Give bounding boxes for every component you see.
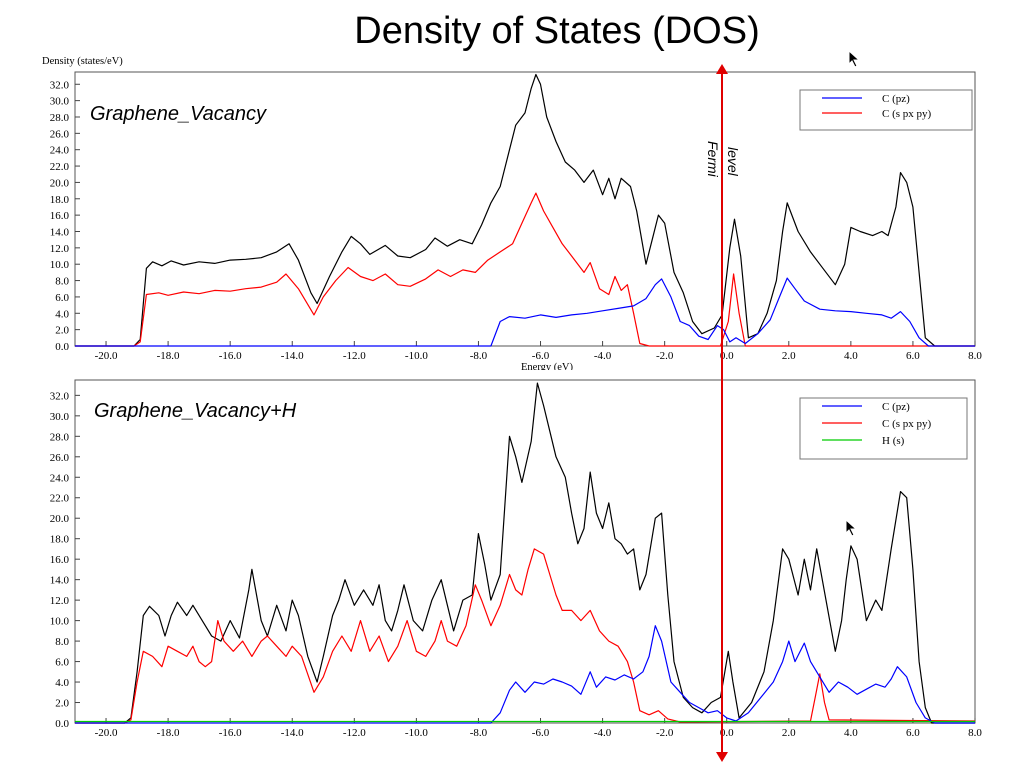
x-tick-label-bottom-11: 2.0 <box>782 727 796 739</box>
x-tick-label-top-13: 6.0 <box>906 350 920 362</box>
fermi-label-line1: Fermi <box>705 141 721 177</box>
y-tick-label-bottom-16: 32.0 <box>50 390 70 402</box>
fermi-arrow-up-icon <box>716 64 728 74</box>
legend-label-hs-bottom: H (s) <box>882 435 905 447</box>
x-tick-label-bottom-1: -18.0 <box>157 727 180 739</box>
y-tick-label-bottom-10: 20.0 <box>50 513 70 525</box>
slide-title: Density of States (DOS) <box>354 10 760 52</box>
panel-label-bottom: Graphene_Vacancy+H <box>94 400 297 422</box>
x-tick-label-bottom-9: -2.0 <box>656 727 674 739</box>
x-tick-label-top-3: -14.0 <box>281 350 304 362</box>
y-tick-label-top-12: 24.0 <box>50 145 70 157</box>
legend-label-spxpy-top: C (s px py) <box>882 108 932 120</box>
x-tick-label-top-1: -18.0 <box>157 350 180 362</box>
x-tick-label-top-9: -2.0 <box>656 350 674 362</box>
legend-label-pz-bottom: C (pz) <box>882 401 910 413</box>
y-tick-label-top-16: 32.0 <box>50 79 70 91</box>
y-tick-label-bottom-6: 12.0 <box>50 595 70 607</box>
y-tick-label-bottom-1: 2.0 <box>55 698 69 710</box>
y-tick-label-top-15: 30.0 <box>50 96 70 108</box>
x-tick-label-bottom-10: 0.0 <box>720 727 734 739</box>
x-tick-label-bottom-7: -6.0 <box>532 727 550 739</box>
fermi-arrow-down-icon <box>716 752 728 762</box>
x-tick-label-top-8: -4.0 <box>594 350 612 362</box>
y-tick-label-bottom-9: 18.0 <box>50 534 70 546</box>
series-line-pz-bottom <box>75 625 975 724</box>
y-tick-label-bottom-4: 8.0 <box>55 636 69 648</box>
y-tick-label-top-13: 26.0 <box>50 128 70 140</box>
y-tick-label-top-2: 4.0 <box>55 308 69 320</box>
x-tick-label-bottom-2: -16.0 <box>219 727 242 739</box>
y-tick-label-top-7: 14.0 <box>50 226 70 238</box>
x-tick-label-bottom-13: 6.0 <box>906 727 920 739</box>
x-tick-label-top-5: -10.0 <box>405 350 428 362</box>
y-axis-title-top: Density (states/eV) <box>42 56 123 67</box>
series-line-spxpy-top <box>75 192 975 347</box>
x-tick-label-top-12: 4.0 <box>844 350 858 362</box>
y-tick-label-top-5: 10.0 <box>50 259 70 271</box>
y-tick-label-top-3: 6.0 <box>55 292 69 304</box>
x-axis-title-top: Energy (eV) <box>521 362 573 370</box>
dos-chart-graphene-vacancy: 0.0 2.0 4.0 6.0 8.0 10.0 12.0 14.0 16.0 18.0 20.0 2… <box>42 56 982 370</box>
y-tick-label-top-11: 22.0 <box>50 161 70 173</box>
y-tick-label-bottom-2: 4.0 <box>55 677 69 689</box>
x-tick-label-bottom-6: -8.0 <box>470 727 488 739</box>
plot-frame-top <box>74 71 976 347</box>
x-tick-label-top-2: -16.0 <box>219 350 242 362</box>
y-tick-label-top-9: 18.0 <box>50 194 70 206</box>
y-tick-label-bottom-14: 28.0 <box>50 431 70 443</box>
y-tick-label-bottom-11: 22.0 <box>50 493 70 505</box>
x-tick-label-bottom-0: -20.0 <box>95 727 118 739</box>
y-tick-label-top-1: 2.0 <box>55 325 69 337</box>
y-tick-label-bottom-7: 14.0 <box>50 575 70 587</box>
x-tick-label-top-6: -8.0 <box>470 350 488 362</box>
panel-label-top: Graphene_Vacancy <box>90 103 267 125</box>
x-tick-label-top-10: 0.0 <box>720 350 734 362</box>
y-tick-label-bottom-5: 10.0 <box>50 616 70 628</box>
mouse-pointer-icon <box>848 50 861 68</box>
legend-box-bottom <box>799 397 968 460</box>
series-line-pz-top <box>75 277 975 347</box>
y-tick-label-top-8: 16.0 <box>50 210 70 222</box>
y-tick-label-bottom-15: 30.0 <box>50 411 70 423</box>
series-line-total-top <box>75 73 975 347</box>
x-tick-label-bottom-3: -14.0 <box>281 727 304 739</box>
y-tick-label-top-10: 20.0 <box>50 177 70 189</box>
legend-label-spxpy-bottom: C (s px py) <box>882 418 932 430</box>
fermi-label-line2: level <box>725 147 741 176</box>
mouse-pointer-icon-2 <box>845 519 858 537</box>
x-tick-label-top-4: -12.0 <box>343 350 366 362</box>
fermi-level-line <box>721 67 723 757</box>
legend-label-pz-top: C (pz) <box>882 93 910 105</box>
y-tick-label-top-6: 12.0 <box>50 243 70 255</box>
y-tick-label-top-14: 28.0 <box>50 112 70 124</box>
x-tick-label-top-14: 8.0 <box>968 350 982 362</box>
series-line-spxpy-bottom <box>75 548 976 724</box>
x-tick-label-bottom-4: -12.0 <box>343 727 366 739</box>
y-tick-label-bottom-3: 6.0 <box>55 657 69 669</box>
legend-box-top <box>799 89 973 131</box>
x-tick-label-bottom-12: 4.0 <box>844 727 858 739</box>
y-tick-label-top-4: 8.0 <box>55 276 69 288</box>
x-tick-label-bottom-8: -4.0 <box>594 727 612 739</box>
y-tick-label-bottom-12: 24.0 <box>50 472 70 484</box>
x-tick-label-top-7: -6.0 <box>532 350 550 362</box>
y-tick-label-bottom-13: 26.0 <box>50 452 70 464</box>
y-tick-label-top-0: 0.0 <box>55 341 69 353</box>
x-tick-label-bottom-14: 8.0 <box>968 727 982 739</box>
dos-chart-graphene-vacancy-h: 0.0 2.0 4.0 6.0 8.0 10.0 12.0 14.0 16.0 18.0 20.0 2… <box>50 379 982 739</box>
series-line-total-bottom <box>75 382 975 724</box>
x-tick-label-top-11: 2.0 <box>782 350 796 362</box>
y-tick-label-bottom-8: 16.0 <box>50 554 70 566</box>
x-tick-label-top-0: -20.0 <box>95 350 118 362</box>
y-tick-label-bottom-0: 0.0 <box>55 718 69 730</box>
plot-frame-bottom <box>74 379 976 724</box>
x-tick-label-bottom-5: -10.0 <box>405 727 428 739</box>
